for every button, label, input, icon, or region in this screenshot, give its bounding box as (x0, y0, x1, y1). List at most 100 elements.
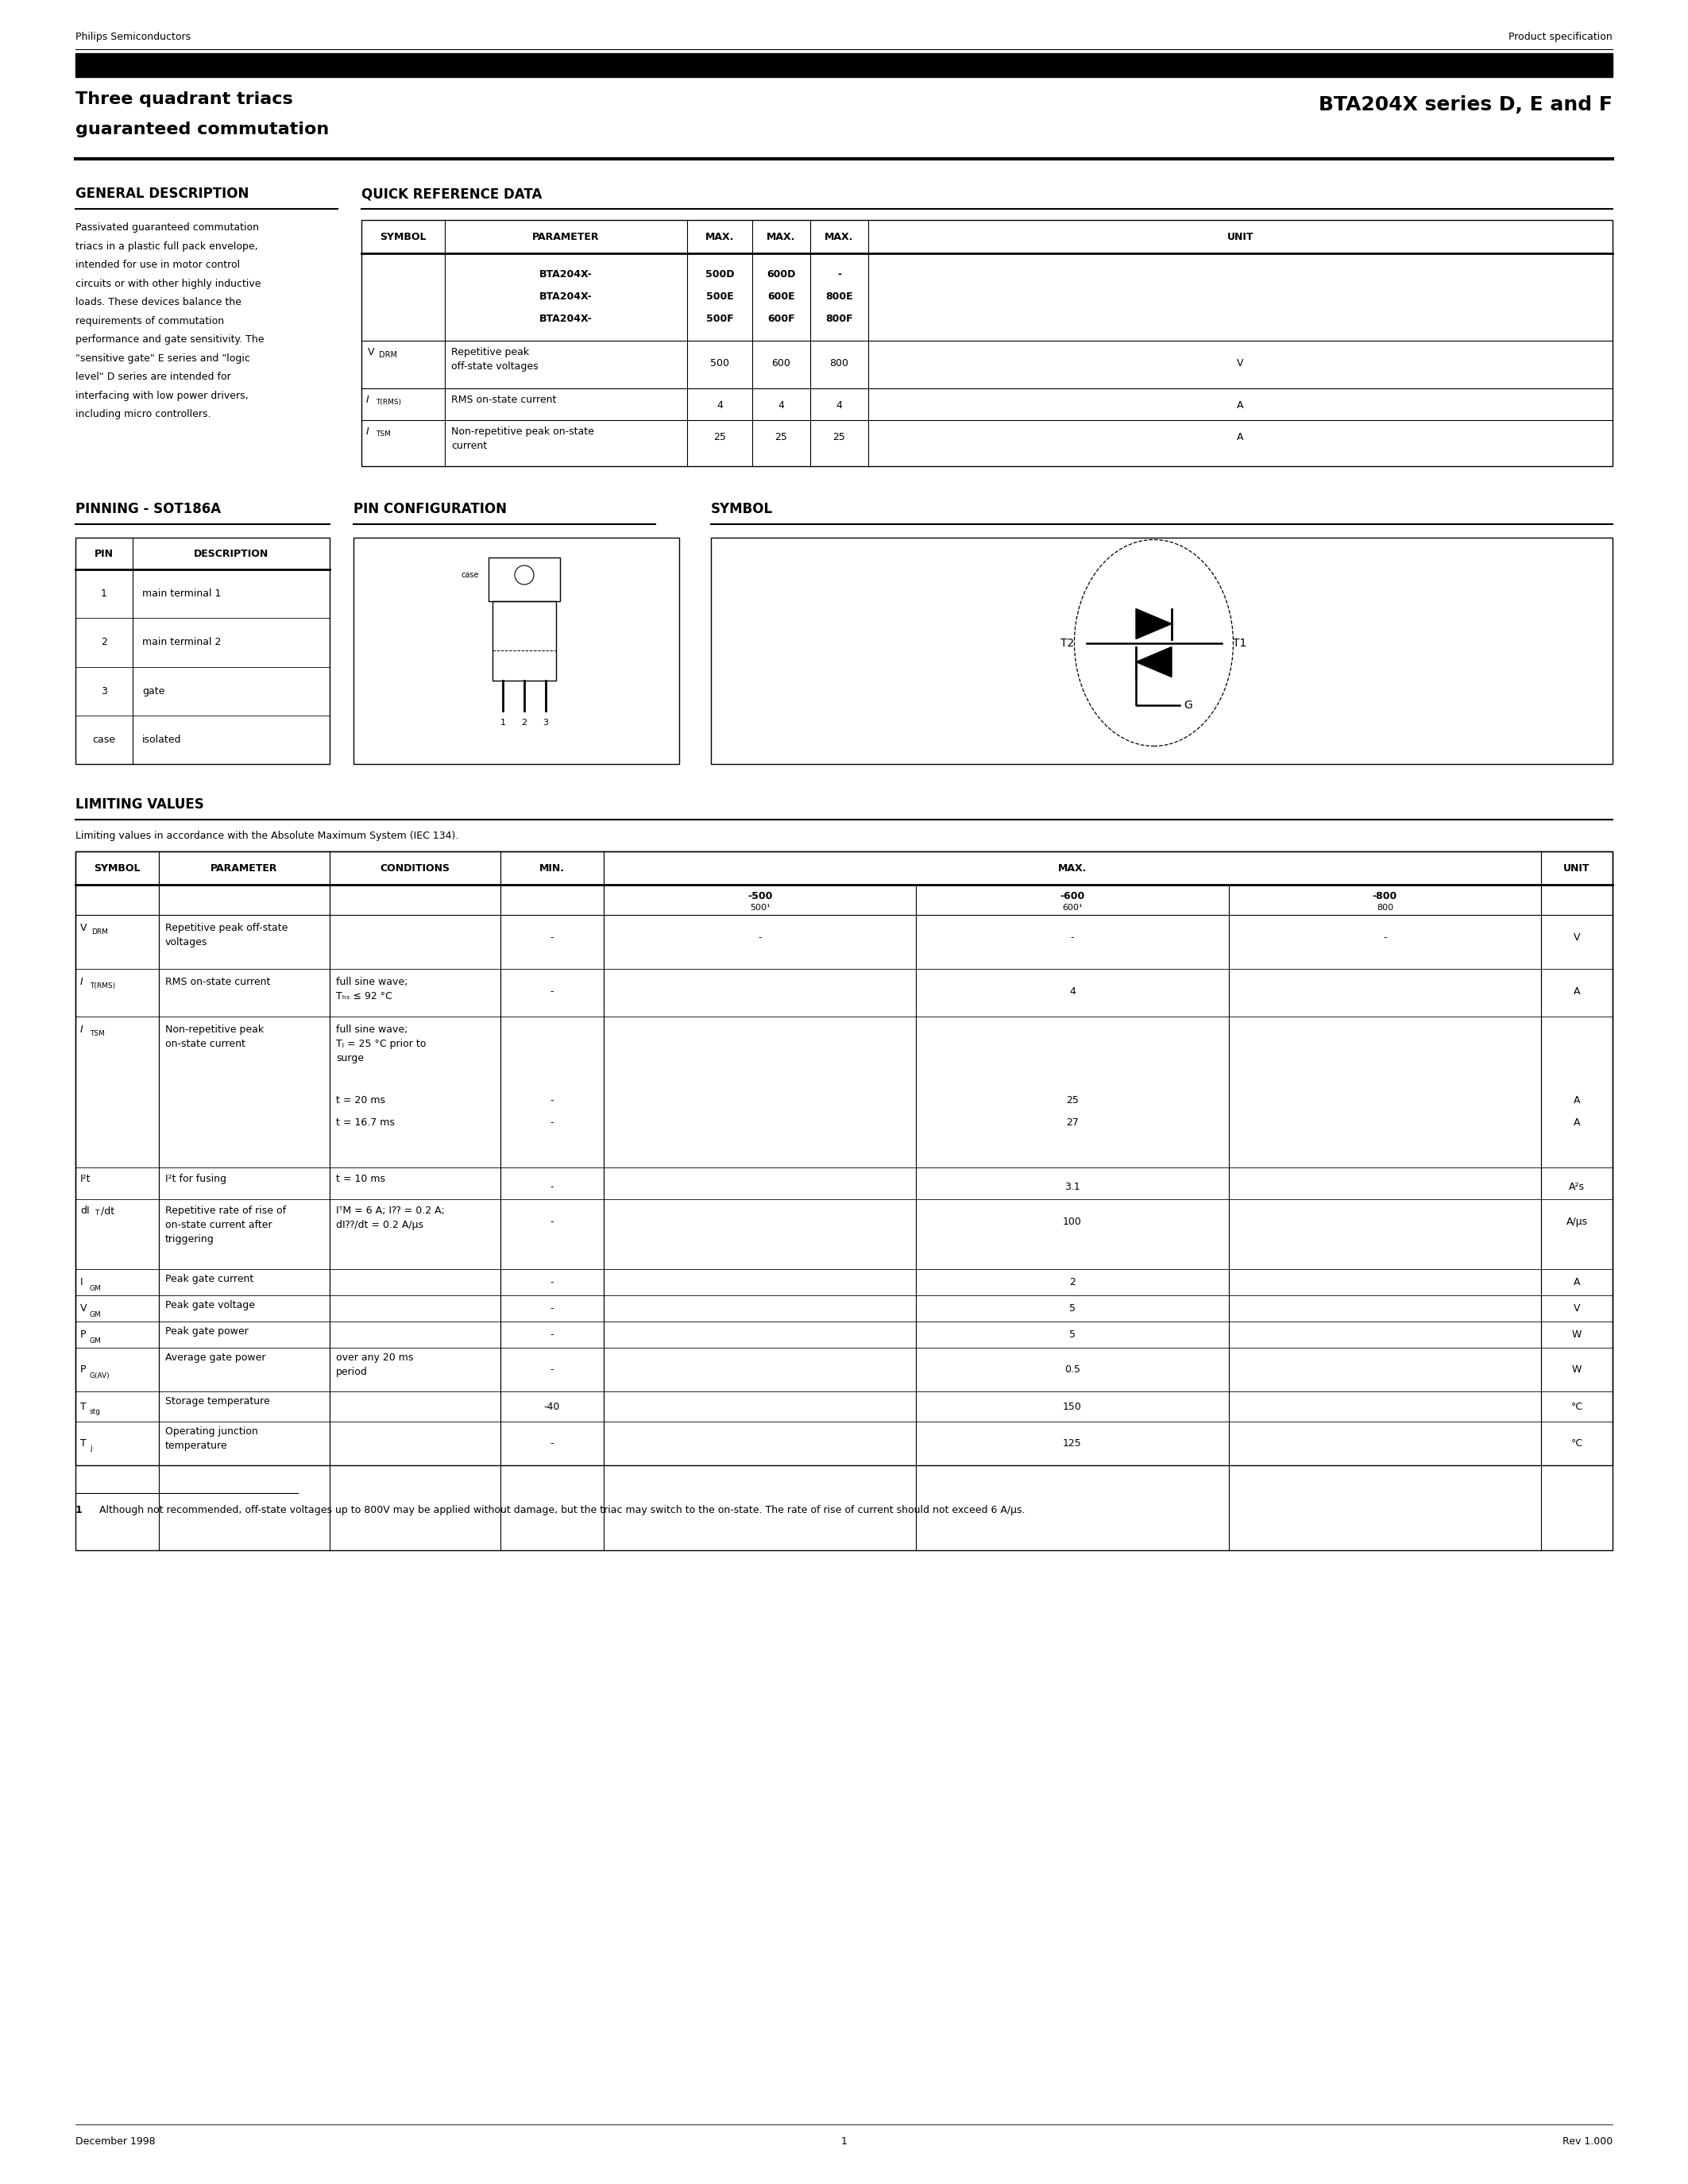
Text: P: P (81, 1330, 86, 1339)
Text: I: I (366, 426, 370, 437)
Text: Peak gate power: Peak gate power (165, 1326, 248, 1337)
Text: I: I (81, 1278, 83, 1286)
Text: TSM: TSM (376, 430, 390, 437)
Text: BTA204X-: BTA204X- (540, 269, 592, 280)
Text: GM: GM (89, 1310, 101, 1319)
Text: V: V (81, 924, 88, 933)
Text: December 1998: December 1998 (76, 2136, 155, 2147)
Text: 800: 800 (830, 358, 849, 369)
Text: UNIT: UNIT (1227, 232, 1254, 242)
Text: j: j (89, 1444, 91, 1452)
Text: T1: T1 (1234, 638, 1247, 649)
Text: -: - (550, 1304, 554, 1313)
Text: T: T (81, 1402, 86, 1411)
Text: 3.1: 3.1 (1065, 1182, 1080, 1192)
Bar (76, 852, 1612, 1551)
Text: A: A (1573, 1094, 1580, 1105)
Text: 25: 25 (1067, 1094, 1079, 1105)
Text: SYMBOL: SYMBOL (711, 502, 773, 515)
Text: -: - (1070, 933, 1074, 943)
Text: I: I (81, 1024, 83, 1035)
Text: V: V (368, 347, 375, 358)
Text: SYMBOL: SYMBOL (95, 863, 140, 874)
Text: -600: -600 (1060, 891, 1085, 902)
Text: gate: gate (142, 686, 165, 697)
Text: 2: 2 (1069, 1278, 1075, 1286)
Text: Passivated guaranteed commutation: Passivated guaranteed commutation (76, 223, 258, 234)
Text: 25: 25 (775, 432, 788, 443)
Text: 4: 4 (716, 400, 722, 411)
Text: isolated: isolated (142, 734, 182, 745)
Text: I: I (366, 395, 370, 404)
Text: DRM: DRM (91, 928, 108, 935)
Text: Limiting values in accordance with the Absolute Maximum System (IEC 134).: Limiting values in accordance with the A… (76, 830, 459, 841)
Text: t = 10 ms: t = 10 ms (336, 1173, 385, 1184)
Text: A: A (1237, 432, 1244, 443)
Bar (361, 221, 1612, 465)
Text: LIMITING VALUES: LIMITING VALUES (76, 797, 204, 812)
Bar (76, 852, 1612, 1465)
Text: T: T (81, 1439, 86, 1448)
Text: UNIT: UNIT (1563, 863, 1590, 874)
Text: 500F: 500F (706, 314, 734, 323)
Text: Repetitive peak off-state
voltages: Repetitive peak off-state voltages (165, 924, 289, 948)
Bar (488, 557, 560, 601)
Text: Repetitive peak
off-state voltages: Repetitive peak off-state voltages (451, 347, 538, 371)
Text: I²t: I²t (81, 1173, 91, 1184)
Text: -800: -800 (1372, 891, 1398, 902)
Text: MAX.: MAX. (706, 232, 734, 242)
Text: A: A (1573, 987, 1580, 996)
Text: main terminal 1: main terminal 1 (142, 590, 221, 598)
Text: 500E: 500E (706, 290, 734, 301)
Text: RMS on-state current: RMS on-state current (165, 976, 270, 987)
Text: -: - (550, 1278, 554, 1286)
Text: Average gate power: Average gate power (165, 1352, 265, 1363)
Text: MIN.: MIN. (540, 863, 565, 874)
Text: DRM: DRM (378, 352, 397, 358)
Bar (711, 537, 1612, 764)
Text: t = 16.7 ms: t = 16.7 ms (336, 1118, 395, 1127)
Text: T2: T2 (1060, 638, 1074, 649)
Text: -: - (837, 269, 841, 280)
Text: 4: 4 (1069, 987, 1075, 996)
Text: T(RMS): T(RMS) (376, 400, 402, 406)
Text: 600F: 600F (768, 314, 795, 323)
Text: 800F: 800F (825, 314, 852, 323)
Text: 3: 3 (542, 719, 549, 727)
Text: 1: 1 (500, 719, 506, 727)
Text: V: V (1573, 933, 1580, 943)
Text: -: - (758, 933, 761, 943)
Text: Philips Semiconductors: Philips Semiconductors (76, 33, 191, 41)
Text: 4: 4 (778, 400, 785, 411)
Text: 500: 500 (711, 358, 729, 369)
Text: 0.5: 0.5 (1065, 1365, 1080, 1374)
Text: A: A (1237, 400, 1244, 411)
Text: 2: 2 (101, 638, 108, 649)
Text: °C: °C (1572, 1402, 1583, 1411)
Text: A/μs: A/μs (1566, 1216, 1588, 1227)
Text: MAX.: MAX. (1058, 863, 1087, 874)
Text: guaranteed commutation: guaranteed commutation (76, 122, 329, 138)
Text: Product specification: Product specification (1509, 33, 1612, 41)
Text: Peak gate voltage: Peak gate voltage (165, 1299, 255, 1310)
Text: W: W (1572, 1365, 1582, 1374)
Text: Operating junction
temperature: Operating junction temperature (165, 1426, 258, 1450)
Text: 125: 125 (1063, 1439, 1082, 1448)
Text: 5: 5 (1069, 1304, 1075, 1313)
Text: Repetitive rate of rise of
on-state current after
triggering: Repetitive rate of rise of on-state curr… (165, 1206, 285, 1245)
Text: PIN CONFIGURATION: PIN CONFIGURATION (353, 502, 506, 515)
Text: Peak gate current: Peak gate current (165, 1273, 253, 1284)
Text: full sine wave;
Tₕₛ ≤ 92 °C: full sine wave; Tₕₛ ≤ 92 °C (336, 976, 408, 1002)
Text: case: case (461, 570, 479, 579)
Text: TSM: TSM (89, 1031, 105, 1037)
Text: Rev 1.000: Rev 1.000 (1563, 2136, 1612, 2147)
Text: 5: 5 (1069, 1330, 1075, 1339)
Text: -: - (550, 1182, 554, 1192)
Bar (353, 537, 679, 764)
Text: W: W (1572, 1330, 1582, 1339)
Text: Non-repetitive peak on-state
current: Non-repetitive peak on-state current (451, 426, 594, 452)
Text: -40: -40 (544, 1402, 560, 1411)
Text: 600D: 600D (766, 269, 795, 280)
Text: Three quadrant triacs: Three quadrant triacs (76, 92, 294, 107)
Text: case: case (93, 734, 115, 745)
